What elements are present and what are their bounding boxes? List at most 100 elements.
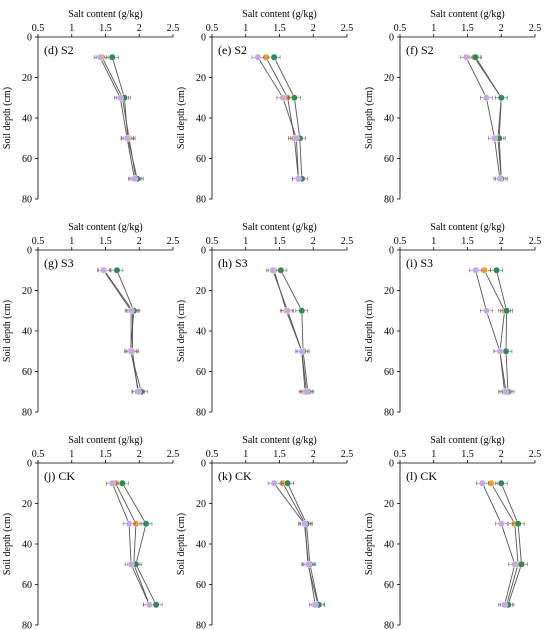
series-line <box>122 483 157 606</box>
y-tick-label: 80 <box>196 621 206 630</box>
data-point <box>96 53 104 61</box>
data-point <box>145 601 153 609</box>
data-point <box>284 479 291 487</box>
data-point <box>311 601 319 609</box>
x-tick-label: 2 <box>499 236 504 247</box>
chart-panel: Salt content (g/kg) Soil depth (cm) 0.5 1 1.… <box>2 435 179 630</box>
y-axis-title: Soil depth (cm) <box>364 300 375 362</box>
data-point <box>480 266 488 274</box>
x-tick-label: 0.5 <box>394 236 407 247</box>
x-tick-label: 2 <box>311 236 316 247</box>
x-tick-label: 0.5 <box>32 236 45 247</box>
y-tick-label: 0 <box>201 459 206 470</box>
series-line <box>465 57 501 179</box>
y-tick-label: 60 <box>196 154 206 165</box>
chart-panel: Salt content (g/kg) Soil depth (cm) 0.5 1 1.… <box>176 9 353 206</box>
x-tick-label: 1 <box>431 23 436 34</box>
panel-label: (h) S3 <box>218 256 248 270</box>
y-tick-label: 40 <box>22 540 32 551</box>
y-tick-label: 40 <box>196 540 206 551</box>
x-tick-label: 2 <box>137 236 142 247</box>
series-line <box>490 483 519 605</box>
y-tick-label: 60 <box>22 580 32 591</box>
data-point <box>472 266 479 274</box>
series-line <box>473 57 502 179</box>
data-point <box>270 479 278 487</box>
panel-label: (g) S3 <box>44 256 74 270</box>
y-tick-label: 60 <box>22 367 32 378</box>
data-point <box>294 175 302 183</box>
y-tick-label: 80 <box>196 195 206 206</box>
panel-label: (l) CK <box>406 469 437 483</box>
chart-panel: Salt content (g/kg) Soil depth (cm) 0.5 1 1.… <box>364 9 541 206</box>
y-tick-label: 20 <box>384 286 394 297</box>
data-point <box>254 53 262 61</box>
chart-panel: Salt content (g/kg) Soil depth (cm) 0.5 1 1.… <box>2 222 179 419</box>
y-tick-label: 80 <box>196 408 206 419</box>
y-tick-label: 0 <box>201 246 206 257</box>
series-line <box>257 57 299 179</box>
series-line <box>115 483 150 605</box>
data-point <box>108 53 116 61</box>
x-tick-label: 2 <box>137 449 142 460</box>
x-tick-label: 1.5 <box>273 23 286 34</box>
data-point <box>496 175 504 183</box>
x-axis-title: Salt content (g/kg) <box>242 435 316 446</box>
y-axis-title: Soil depth (cm) <box>364 87 375 149</box>
panel-label: (i) S3 <box>406 256 433 270</box>
data-point <box>497 520 505 528</box>
data-point <box>123 134 131 142</box>
data-point <box>478 479 486 487</box>
y-axis-title: Soil depth (cm) <box>2 513 13 575</box>
x-axis-title: Salt content (g/kg) <box>430 435 504 446</box>
panel-label: (d) S2 <box>44 43 74 57</box>
data-point <box>472 53 479 61</box>
series-line <box>103 270 139 392</box>
data-point <box>127 307 135 315</box>
data-point <box>482 307 490 315</box>
y-tick-label: 0 <box>389 459 394 470</box>
series-line <box>496 270 509 392</box>
x-tick-label: 2.5 <box>529 236 542 247</box>
x-tick-label: 1 <box>431 236 436 247</box>
chart-panel: Salt content (g/kg) Soil depth (cm) 0.5 1 1.… <box>364 222 541 419</box>
y-tick-label: 80 <box>22 621 32 630</box>
data-point <box>269 266 277 274</box>
data-point <box>279 94 287 102</box>
data-point <box>113 266 121 274</box>
chart-panel: Salt content (g/kg) Soil depth (cm) 0.5 1 1.… <box>176 222 353 419</box>
data-point <box>127 560 135 568</box>
x-tick-label: 1.5 <box>461 23 474 34</box>
data-point <box>491 134 498 142</box>
y-tick-label: 80 <box>384 195 394 206</box>
x-tick-label: 1 <box>431 449 436 460</box>
y-tick-label: 80 <box>384 621 394 630</box>
data-point <box>100 266 107 274</box>
y-tick-label: 80 <box>22 195 32 206</box>
y-tick-label: 40 <box>384 114 394 125</box>
panel-label: (f) S2 <box>406 43 434 57</box>
y-axis-title: Soil depth (cm) <box>2 300 13 362</box>
y-tick-label: 40 <box>384 540 394 551</box>
panel-label: (e) S2 <box>218 43 247 57</box>
x-tick-label: 1.5 <box>273 449 286 460</box>
data-point <box>303 388 310 396</box>
data-point <box>127 347 135 355</box>
data-point <box>284 307 291 315</box>
x-axis-title: Salt content (g/kg) <box>68 9 142 20</box>
data-point <box>482 94 490 102</box>
x-tick-label: 1 <box>243 236 248 247</box>
y-tick-label: 20 <box>196 73 206 84</box>
data-point <box>116 94 124 102</box>
data-point <box>270 53 278 61</box>
series-line <box>103 270 140 392</box>
x-tick-label: 2 <box>499 449 504 460</box>
series-line <box>475 270 507 392</box>
data-point <box>135 388 142 396</box>
x-tick-label: 0.5 <box>206 236 219 247</box>
x-tick-label: 1.5 <box>99 23 112 34</box>
data-point <box>493 266 500 274</box>
y-axis-title: Soil depth (cm) <box>176 300 187 362</box>
x-tick-label: 0.5 <box>32 449 45 460</box>
